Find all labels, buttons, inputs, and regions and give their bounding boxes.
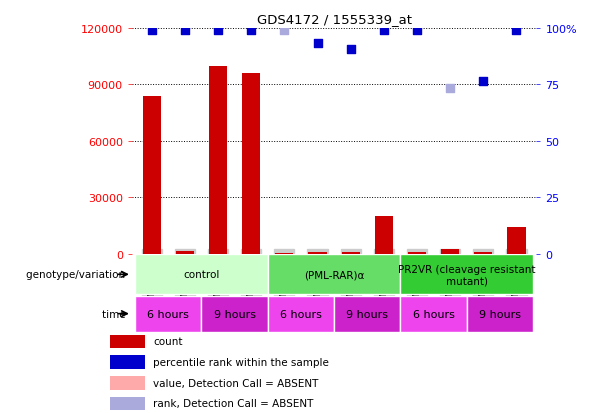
Bar xyxy=(308,253,327,254)
Bar xyxy=(209,66,227,254)
Text: 9 hours: 9 hours xyxy=(346,309,388,319)
Point xyxy=(213,28,223,34)
Text: 6 hours: 6 hours xyxy=(147,309,189,319)
Text: time: time xyxy=(102,309,129,319)
Point xyxy=(346,46,356,53)
Bar xyxy=(341,253,360,254)
Text: (PML-RAR)α: (PML-RAR)α xyxy=(304,270,364,280)
Text: PR2VR (cleavage resistant
mutant): PR2VR (cleavage resistant mutant) xyxy=(398,264,536,285)
Bar xyxy=(400,296,466,332)
Text: percentile rank within the sample: percentile rank within the sample xyxy=(153,357,329,367)
Bar xyxy=(242,74,261,254)
Bar xyxy=(176,251,194,254)
Point xyxy=(313,40,322,47)
Point xyxy=(246,28,256,34)
Bar xyxy=(275,253,294,254)
Bar xyxy=(135,296,202,332)
Point xyxy=(412,28,422,34)
Text: 6 hours: 6 hours xyxy=(280,309,322,319)
Bar xyxy=(143,96,161,254)
Text: rank, Detection Call = ABSENT: rank, Detection Call = ABSENT xyxy=(153,399,314,408)
Bar xyxy=(110,335,145,349)
Text: genotype/variation: genotype/variation xyxy=(26,270,129,280)
Bar xyxy=(268,255,400,294)
Point xyxy=(280,28,289,34)
Bar xyxy=(268,296,334,332)
Point xyxy=(478,78,488,85)
Bar xyxy=(474,252,492,254)
Bar xyxy=(508,228,525,254)
Text: 6 hours: 6 hours xyxy=(413,309,454,319)
Text: control: control xyxy=(183,270,219,280)
Point xyxy=(379,28,389,34)
Text: 9 hours: 9 hours xyxy=(479,309,521,319)
Bar xyxy=(400,255,533,294)
Bar xyxy=(110,355,145,369)
Bar xyxy=(408,253,426,254)
Title: GDS4172 / 1555339_at: GDS4172 / 1555339_at xyxy=(257,13,411,26)
Point xyxy=(180,28,190,34)
Text: 9 hours: 9 hours xyxy=(213,309,256,319)
Text: value, Detection Call = ABSENT: value, Detection Call = ABSENT xyxy=(153,378,319,388)
Point xyxy=(512,28,522,34)
Bar xyxy=(466,296,533,332)
Bar xyxy=(110,376,145,390)
Bar xyxy=(202,296,268,332)
Point xyxy=(445,85,455,92)
Bar xyxy=(135,255,268,294)
Bar xyxy=(441,250,459,254)
Bar xyxy=(110,396,145,411)
Bar xyxy=(375,216,393,254)
Bar xyxy=(334,296,400,332)
Text: count: count xyxy=(153,337,183,347)
Point xyxy=(147,28,156,34)
